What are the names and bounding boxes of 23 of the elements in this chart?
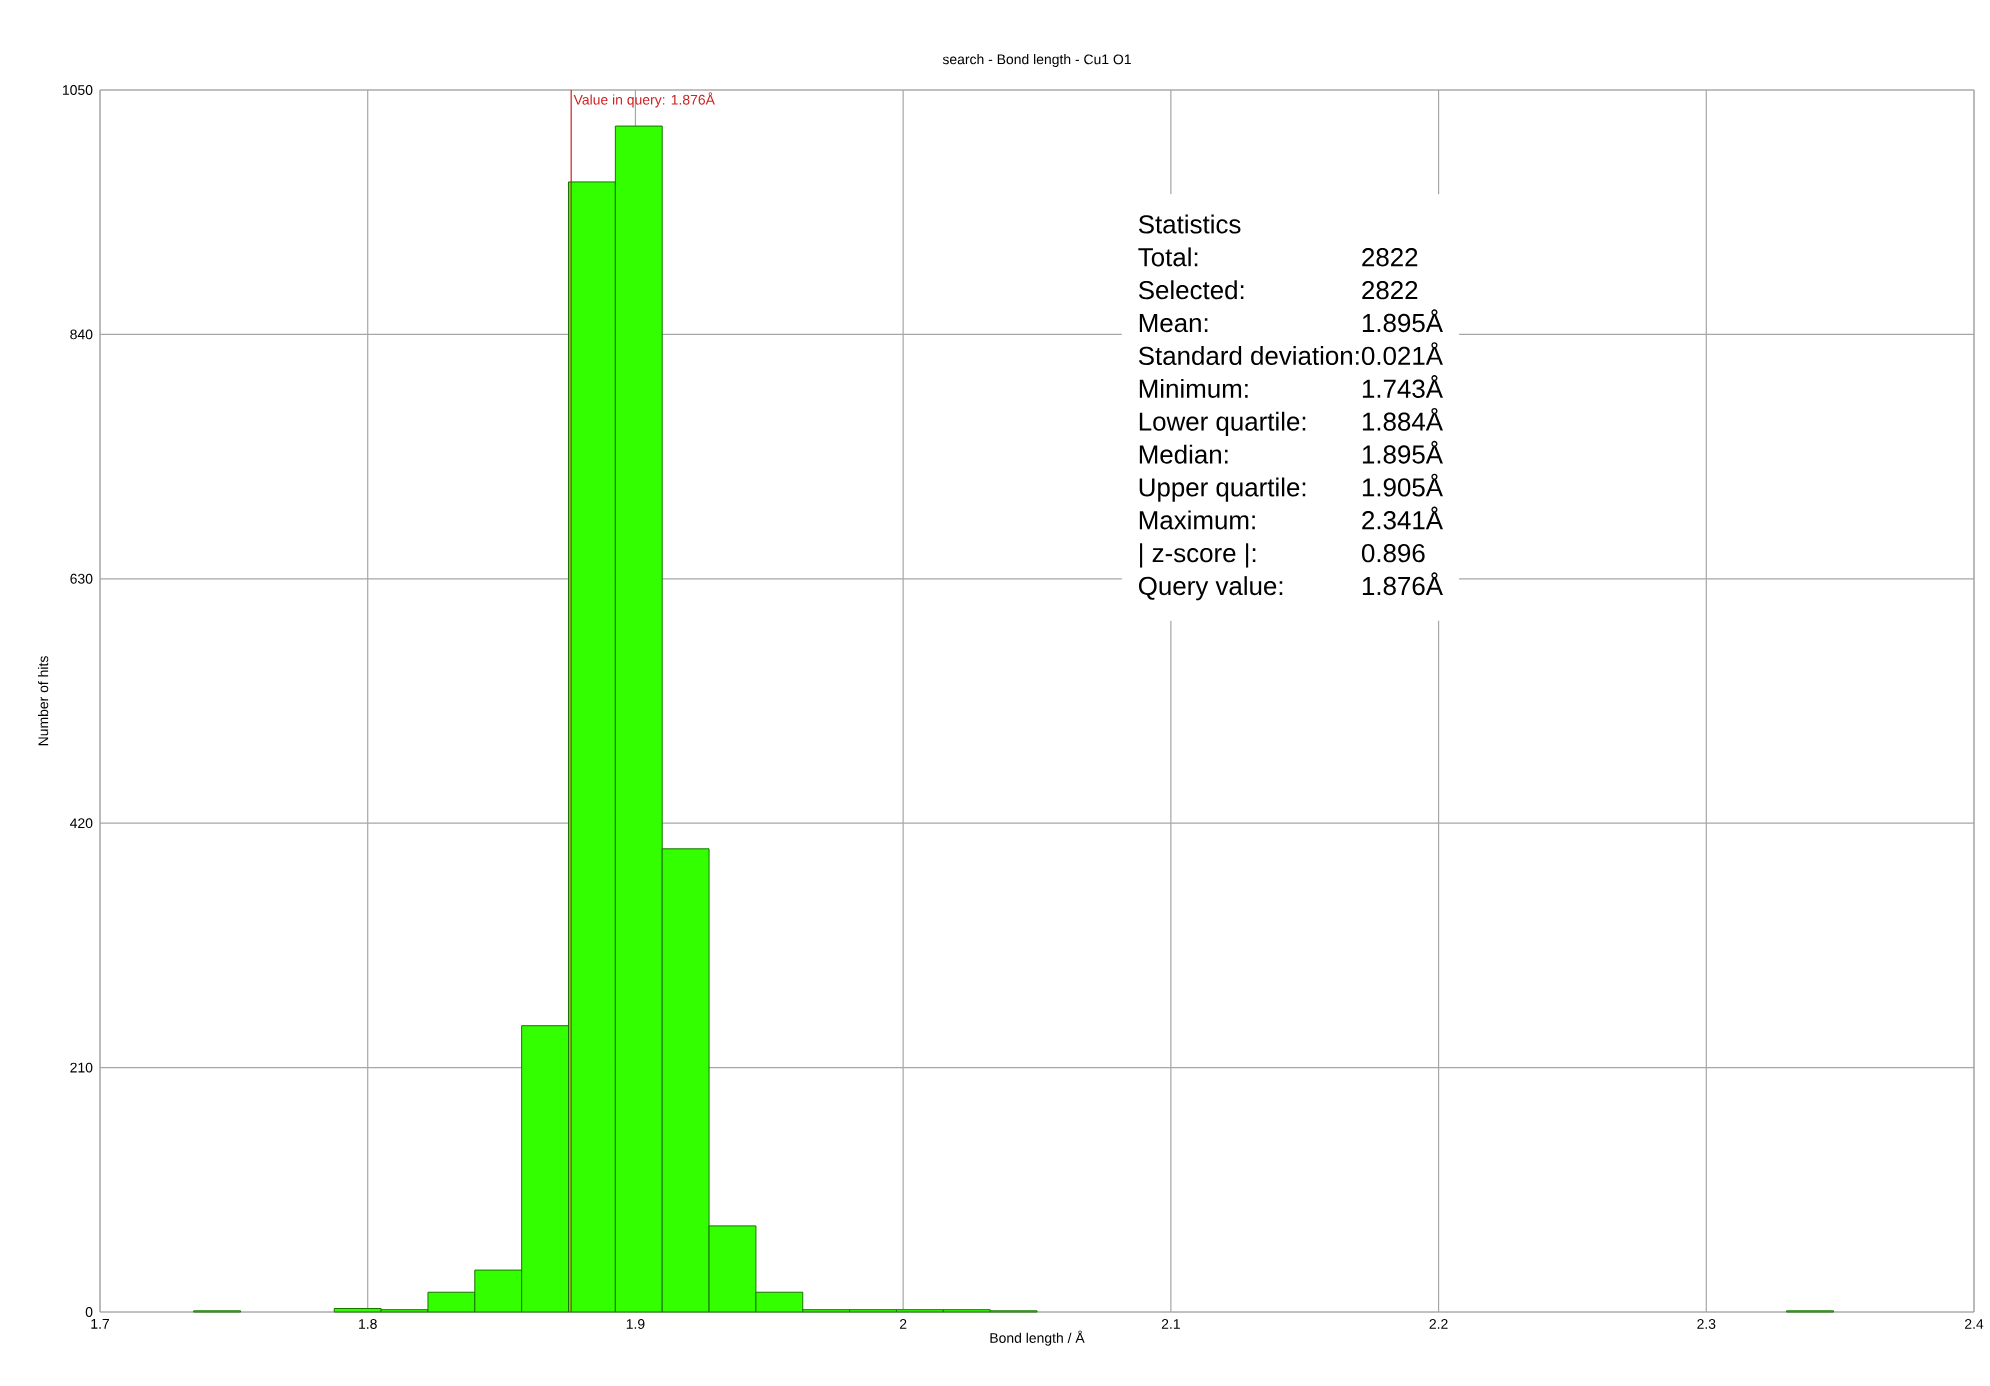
annotation: 2822 [1362,248,1418,267]
annotation: 1.905Å [1362,473,1443,497]
annotation: 1.884Å [1362,407,1443,431]
annotation: 1.743Å [1362,375,1443,398]
annotation: Query value: [1138,576,1283,601]
annotation: 0.021Å [1361,342,1443,366]
annotation: Mean: [1139,314,1208,333]
annotation: Selected: [1138,280,1244,300]
annotation: 2.341Å [1362,506,1443,530]
annotation: Lower quartile: [1139,411,1306,436]
annotation: Minimum: [1139,378,1248,398]
annotation: Upper quartile: [1139,477,1306,502]
annotation: | z-score |: [1140,543,1256,568]
annotation: Standard deviation: [1138,346,1359,366]
annotation: Median: [1139,444,1228,464]
annotation: Statistics [1138,214,1241,234]
annotation: 2822 [1362,280,1418,300]
annotation: Total: [1138,247,1198,267]
annotation: 0.896 [1361,543,1425,563]
annotation: Maximum: [1139,510,1255,530]
annotation: 1.895Å [1362,440,1443,464]
annotation: 1.876Å [1362,572,1443,596]
annotation: 1.895Å [1362,309,1443,333]
